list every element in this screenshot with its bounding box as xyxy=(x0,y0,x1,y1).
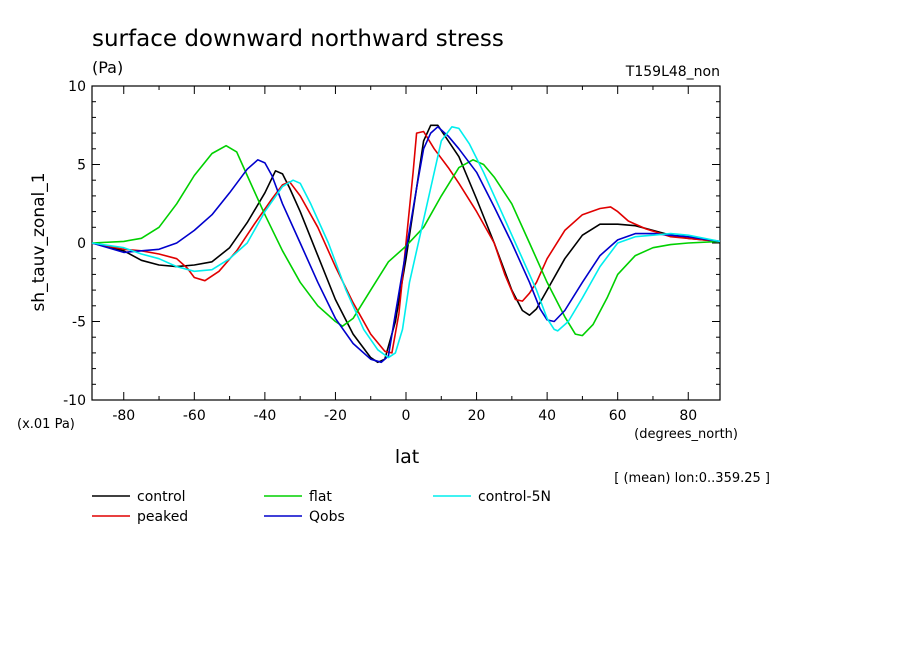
series-line-flat xyxy=(91,144,721,337)
x-tick-label: -20 xyxy=(324,408,347,424)
x-tick-label: -80 xyxy=(112,408,135,424)
x-units-label: (degrees_north) xyxy=(634,427,738,442)
x-axis-ticks: -80 -60 -40 -20 0 20 40 60 80 xyxy=(112,86,697,424)
y-axis-label: sh_tauv_zonal_1 xyxy=(29,172,49,311)
x-tick-label: 0 xyxy=(402,408,411,424)
y-tick-label: -5 xyxy=(72,315,86,331)
run-label: T159L48_non xyxy=(625,64,720,80)
x-tick-label: -60 xyxy=(183,408,206,424)
legend-label: control-5N xyxy=(478,489,551,505)
legend-label: Qobs xyxy=(309,509,345,525)
y-axis-ticks: 10 5 0 -5 -10 xyxy=(63,79,720,409)
y-tick-label: 5 xyxy=(77,158,86,174)
legend-label: peaked xyxy=(137,509,188,525)
x-tick-label: 60 xyxy=(609,408,627,424)
units-label: (Pa) xyxy=(92,58,123,77)
y-scale-label: (x.01 Pa) xyxy=(17,417,75,432)
x-tick-label: -40 xyxy=(253,408,276,424)
x-tick-label: 80 xyxy=(679,408,697,424)
x-tick-label: 20 xyxy=(468,408,486,424)
x-axis-label: lat xyxy=(395,446,419,468)
legend: control peaked flat Qobs control-5N xyxy=(92,489,551,525)
series-line-Qobs xyxy=(91,126,721,364)
series-line-peaked xyxy=(91,130,721,354)
subset-note: [ (mean) lon:0..359.25 ] xyxy=(614,471,770,486)
y-tick-label: 10 xyxy=(68,79,86,95)
series-lines xyxy=(91,124,721,364)
x-tick-label: 40 xyxy=(538,408,556,424)
y-tick-label: 0 xyxy=(77,236,86,252)
series-line-control-5N xyxy=(91,126,721,359)
chart-title: surface downward northward stress xyxy=(92,26,504,52)
y-tick-label: -10 xyxy=(63,393,86,409)
legend-label: control xyxy=(137,489,186,505)
legend-label: flat xyxy=(309,489,332,505)
